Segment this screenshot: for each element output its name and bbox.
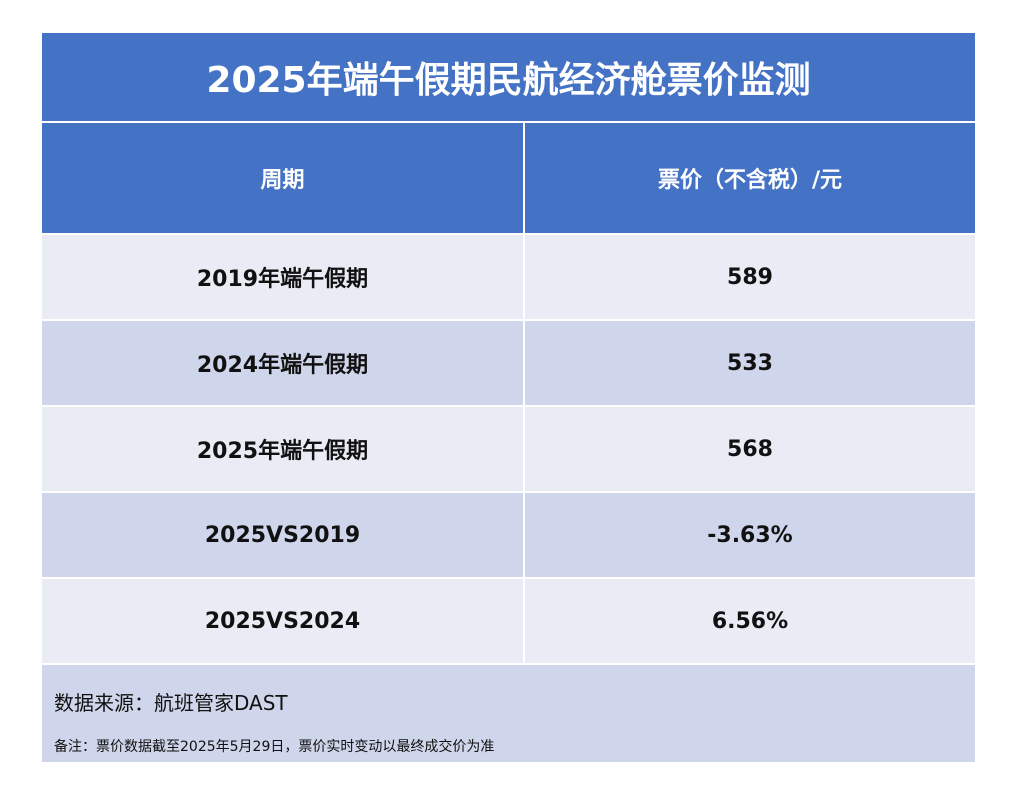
- table-row: 2025年端午假期 568: [42, 407, 975, 493]
- column-header: 周期: [42, 123, 525, 233]
- table-cell: 589: [727, 264, 773, 290]
- table-cell: 2025VS2019: [42, 493, 525, 577]
- title: 2025年端午假期民航经济舱票价监测: [42, 33, 975, 123]
- table-row: 2025VS2024 6.56%: [42, 579, 975, 665]
- source: 数据来源：航班管家DAST: [54, 691, 288, 715]
- table-cell: 2019年端午假期: [42, 235, 525, 319]
- footer: 数据来源：航班管家DAST 备注：票价数据截至2025年5月29日，票价实时变动…: [42, 665, 975, 762]
- table-cell: 533: [727, 350, 773, 376]
- table-card: 2025年端午假期民航经济舱票价监测 周期 票价（不含税）/元 2019年端午假…: [42, 33, 975, 762]
- table-cell: 6.56%: [711, 608, 789, 634]
- table-body: 2019年端午假期 589 2024年端午假期 533 2025年端午假期 568 2025…: [42, 235, 975, 665]
- table-cell: 2024年端午假期: [42, 321, 525, 405]
- table-cell: 2025年端午假期: [42, 407, 525, 491]
- header-row: 周期 票价（不含税）/元: [42, 123, 975, 235]
- note: 备注：票价数据截至2025年5月29日，票价实时变动以最终成交价为准: [54, 739, 495, 755]
- table-cell: -3.63%: [707, 522, 793, 548]
- table-row: 2019年端午假期 589: [42, 235, 975, 321]
- table-row: 2024年端午假期 533: [42, 321, 975, 407]
- table-cell: 2025VS2024: [42, 579, 525, 663]
- table-row: 2025VS2019 -3.63%: [42, 493, 975, 579]
- column-header: 票价（不含税）/元: [657, 168, 843, 193]
- table-cell: 568: [727, 436, 773, 462]
